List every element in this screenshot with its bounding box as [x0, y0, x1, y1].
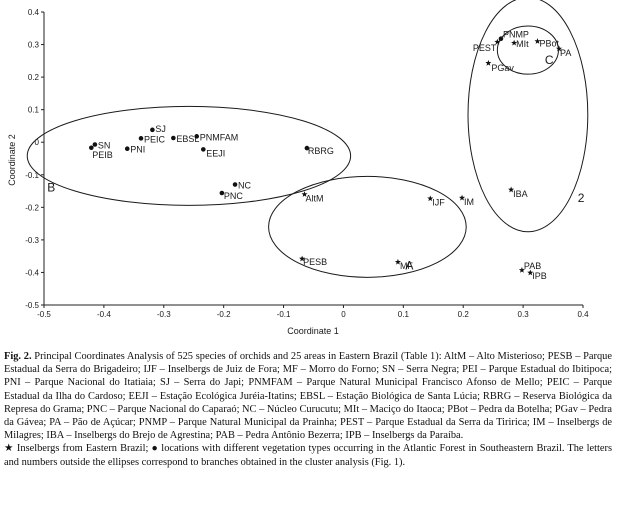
x-axis-title: Coordinate 1 [287, 326, 339, 336]
point-ijf-star-icon [427, 195, 434, 202]
x-tick-label: -0.2 [217, 310, 231, 319]
y-tick-label: -0.4 [25, 268, 39, 277]
plot-axes: -0.5 -0.4 -0.3 -0.2 -0.1 0 0.1 0.2 0.3 0.4 0.4 0.3 0… [25, 8, 589, 319]
figure-number: Fig. 2. [4, 351, 32, 362]
point-pa-star-icon [556, 45, 563, 52]
point-sn-dot-icon [92, 142, 98, 147]
cluster-label-c: C [545, 53, 554, 67]
x-tick-label: -0.1 [277, 310, 291, 319]
point-pnmfam-dot-icon [194, 134, 200, 139]
point-label-pnmfam: PNMFAM [200, 132, 239, 142]
point-label-iba: IBA [513, 189, 528, 199]
point-label-pab: PAB [524, 261, 541, 271]
y-tick-label: 0.3 [28, 41, 40, 50]
point-label-pbot: PBot [539, 38, 559, 48]
x-tick-label: 0 [341, 310, 346, 319]
point-label-sj: SJ [155, 124, 166, 134]
y-tick-label: -0.5 [25, 301, 39, 310]
point-label-pgav: PGav [491, 63, 514, 73]
y-tick-label: -0.3 [25, 236, 39, 245]
point-label-mf: MF [400, 261, 413, 271]
point-pbot-star-icon [534, 38, 541, 44]
point-label-sn: SN [98, 141, 111, 151]
x-tick-label: -0.3 [157, 310, 171, 319]
y-tick-label: 0.1 [28, 106, 40, 115]
caption-legend: ★ Inselbergs from Eastern Brazil; ● loca… [4, 443, 612, 468]
point-label-eeji: EEJI [206, 148, 225, 158]
x-tick-label: -0.4 [97, 310, 111, 319]
point-ebsl-dot-icon [171, 135, 176, 141]
point-mit-star-icon [511, 39, 518, 46]
cluster-ellipse-2 [467, 0, 589, 233]
point-label-pesb: PESB [303, 257, 327, 267]
y-tick-label: 0.2 [28, 73, 40, 82]
point-label-pnc: PNC [224, 191, 244, 201]
point-label-pa: PA [560, 48, 571, 58]
x-tick-label: 0.1 [398, 310, 410, 319]
cluster-ellipses: A B C 2 [26, 0, 589, 278]
figure-caption: Fig. 2. Principal Coordinates Analysis o… [4, 350, 612, 469]
point-peic-dot-icon [138, 136, 144, 141]
point-label-ipb: IPB [532, 271, 547, 281]
point-label-altm: AltM [306, 193, 324, 203]
point-pnc-dot-icon [219, 190, 225, 196]
y-tick-label: -0.1 [25, 171, 39, 180]
point-im-star-icon [458, 194, 466, 201]
point-iba-star-icon [508, 186, 515, 193]
y-tick-label: 0 [35, 138, 40, 147]
y-tick-label: -0.2 [25, 203, 39, 212]
point-pab-star-icon [518, 266, 525, 273]
cluster-ellipse-a [268, 175, 467, 278]
point-mf-star-icon [394, 258, 401, 265]
point-ipb-star-icon [527, 269, 534, 276]
point-sj-dot-icon [150, 127, 155, 133]
point-pni-dot-icon [124, 146, 130, 152]
x-tick-label: 0.2 [458, 310, 470, 319]
point-label-ebsl: EBSL [176, 134, 199, 144]
point-label-nc: NC [238, 181, 251, 191]
cluster-label-b: B [47, 180, 55, 194]
point-label-rbrg: RBRG [308, 146, 334, 156]
point-label-mit: MIt [516, 39, 529, 49]
x-tick-label: 0.3 [518, 310, 530, 319]
y-tick-label: 0.4 [28, 8, 40, 17]
point-pgav-star-icon [485, 59, 492, 66]
cluster-ellipse-b [26, 105, 352, 206]
point-nc-dot-icon [232, 182, 238, 187]
caption-text: Principal Coordinates Analysis of 525 sp… [4, 351, 612, 442]
cluster-label-a: A [405, 258, 413, 272]
point-pesb-star-icon [299, 255, 306, 262]
point-label-im: IM [464, 197, 474, 207]
point-pnmp-dot-icon [498, 36, 504, 41]
point-label-peib: PEIB [92, 150, 113, 160]
x-tick-label: -0.5 [37, 310, 51, 319]
point-pest-star-icon [494, 38, 501, 45]
point-label-pnmp: PNMP [503, 30, 529, 40]
point-label-peic: PEIC [144, 134, 166, 144]
point-altm-star-icon [301, 191, 308, 197]
cluster-label-2: 2 [578, 191, 585, 205]
point-eeji-dot-icon [201, 147, 206, 152]
y-axis-title: Coordinate 2 [7, 134, 17, 186]
point-label-pest: PEST [473, 43, 497, 53]
point-rbrg-dot-icon [304, 145, 310, 151]
point-label-pni: PNI [130, 145, 145, 155]
point-peib-dot-icon [89, 145, 94, 151]
x-tick-label: 0.4 [577, 310, 589, 319]
point-label-ijf: IJF [432, 198, 445, 208]
